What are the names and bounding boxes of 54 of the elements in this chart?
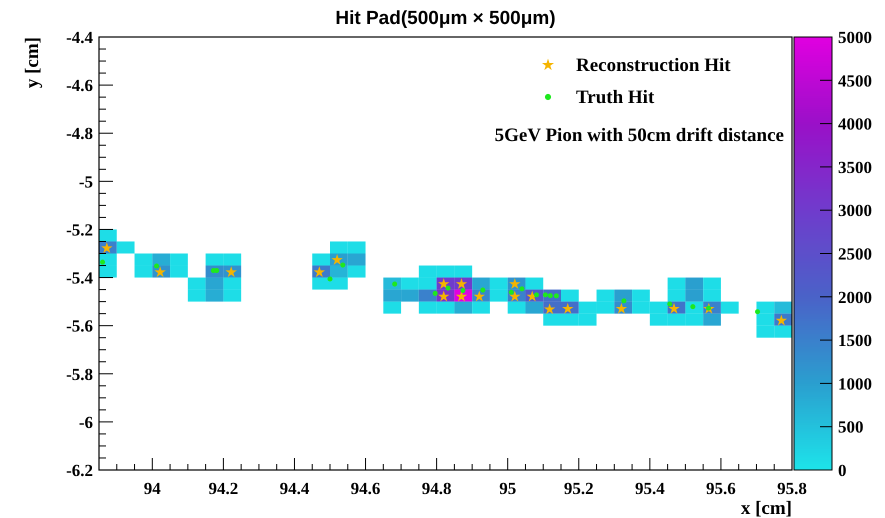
legend-label: Reconstruction Hit bbox=[576, 55, 732, 76]
y-tick-label: -4.4 bbox=[66, 28, 94, 47]
color-bar-label: 5000 bbox=[838, 28, 872, 47]
y-tick-label: -5.4 bbox=[66, 268, 94, 288]
x-tick-label: 94.2 bbox=[208, 479, 238, 498]
point bbox=[621, 298, 626, 304]
color-bar-label: 3000 bbox=[838, 201, 872, 220]
color-bar-label: 500 bbox=[838, 418, 864, 437]
y-tick-label: -5.8 bbox=[66, 364, 93, 384]
x-axis-title: x [cm] bbox=[740, 498, 792, 518]
color-bar-label: 3500 bbox=[838, 158, 872, 177]
y-axis-title: y [cm] bbox=[22, 37, 43, 88]
point bbox=[667, 302, 672, 307]
chart-title: Hit Pad(500μm × 500μm) bbox=[335, 8, 556, 29]
x-tick-label: 95.2 bbox=[564, 479, 594, 498]
point bbox=[508, 290, 514, 295]
x-tick-label: 94.8 bbox=[422, 479, 452, 498]
point bbox=[327, 276, 333, 282]
y-tick-label: -5.6 bbox=[66, 316, 93, 336]
x-tick-label: 95.6 bbox=[706, 479, 736, 498]
x-tick-label: 95.8 bbox=[777, 479, 807, 498]
point bbox=[432, 290, 438, 296]
legend-label: Truth Hit bbox=[576, 87, 655, 108]
color-bar-label: 2000 bbox=[838, 288, 872, 307]
point bbox=[331, 254, 343, 265]
y-tick-label: -5 bbox=[78, 172, 93, 192]
y-tick-label: -6.2 bbox=[66, 461, 93, 480]
point bbox=[542, 292, 548, 298]
color-bar-label: 1000 bbox=[838, 374, 872, 394]
x-tick-label: 94.4 bbox=[280, 479, 310, 498]
point bbox=[519, 286, 524, 292]
point bbox=[460, 288, 466, 294]
point bbox=[554, 293, 559, 298]
y-tick-label: -6 bbox=[78, 412, 93, 432]
y-tick-label: -4.6 bbox=[66, 76, 93, 96]
x-tick-label: 94.6 bbox=[350, 479, 380, 498]
point bbox=[154, 263, 160, 269]
color-bar-label: 0 bbox=[838, 461, 846, 480]
annotation: 5GeV Pion with 50cm drift distance bbox=[494, 125, 784, 146]
color-bar-label: 4000 bbox=[838, 114, 872, 134]
y-tick-label: -5.2 bbox=[66, 220, 93, 240]
color-bar-label: 2500 bbox=[838, 244, 872, 264]
point bbox=[755, 309, 760, 314]
point bbox=[445, 286, 451, 291]
point bbox=[100, 260, 106, 265]
y-tick-label: -4.8 bbox=[66, 124, 93, 144]
x-tick-label: 95.4 bbox=[634, 479, 666, 498]
x-tick-label: 94 bbox=[144, 479, 162, 498]
point bbox=[456, 278, 468, 289]
x-tick-label: 95 bbox=[499, 479, 516, 498]
point bbox=[340, 262, 346, 268]
point bbox=[480, 288, 486, 293]
color-bar-label: 4500 bbox=[838, 71, 872, 90]
color-bar-label: 1500 bbox=[838, 331, 872, 350]
